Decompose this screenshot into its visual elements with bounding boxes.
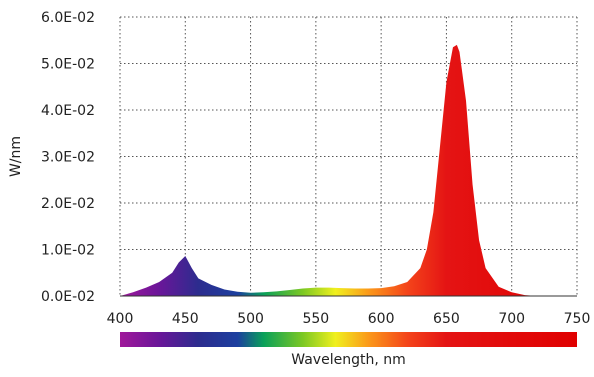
x-axis-label: Wavelength, nm — [291, 352, 405, 368]
y-tick-labels: 0.0E-02 1.0E-02 2.0E-02 3.0E-02 4.0E-02 5.0E-… — [41, 10, 95, 305]
y-tick-label: 6.0E-02 — [41, 10, 95, 26]
y-tick-label: 2.0E-02 — [41, 196, 95, 212]
x-tick-label: 500 — [237, 311, 264, 327]
x-tick-label: 550 — [302, 311, 329, 327]
plot-area — [120, 44, 538, 297]
spectrum-area — [120, 44, 538, 297]
grid — [119, 16, 578, 297]
x-tick-label: 750 — [564, 311, 591, 327]
x-tick-label: 450 — [172, 311, 199, 327]
wavelength-color-bar — [120, 332, 577, 347]
y-tick-label: 5.0E-02 — [41, 57, 95, 73]
y-tick-label: 3.0E-02 — [41, 150, 95, 166]
y-tick-label: 0.0E-02 — [41, 289, 95, 305]
y-tick-label: 1.0E-02 — [41, 243, 95, 259]
x-tick-labels: 400 450 500 550 600 650 700 750 — [107, 311, 591, 327]
y-axis-label: W/nm — [8, 136, 24, 177]
x-tick-label: 650 — [433, 311, 460, 327]
x-tick-label: 600 — [368, 311, 395, 327]
x-tick-label: 400 — [107, 311, 134, 327]
y-tick-label: 4.0E-02 — [41, 103, 95, 119]
x-tick-label: 700 — [498, 311, 525, 327]
